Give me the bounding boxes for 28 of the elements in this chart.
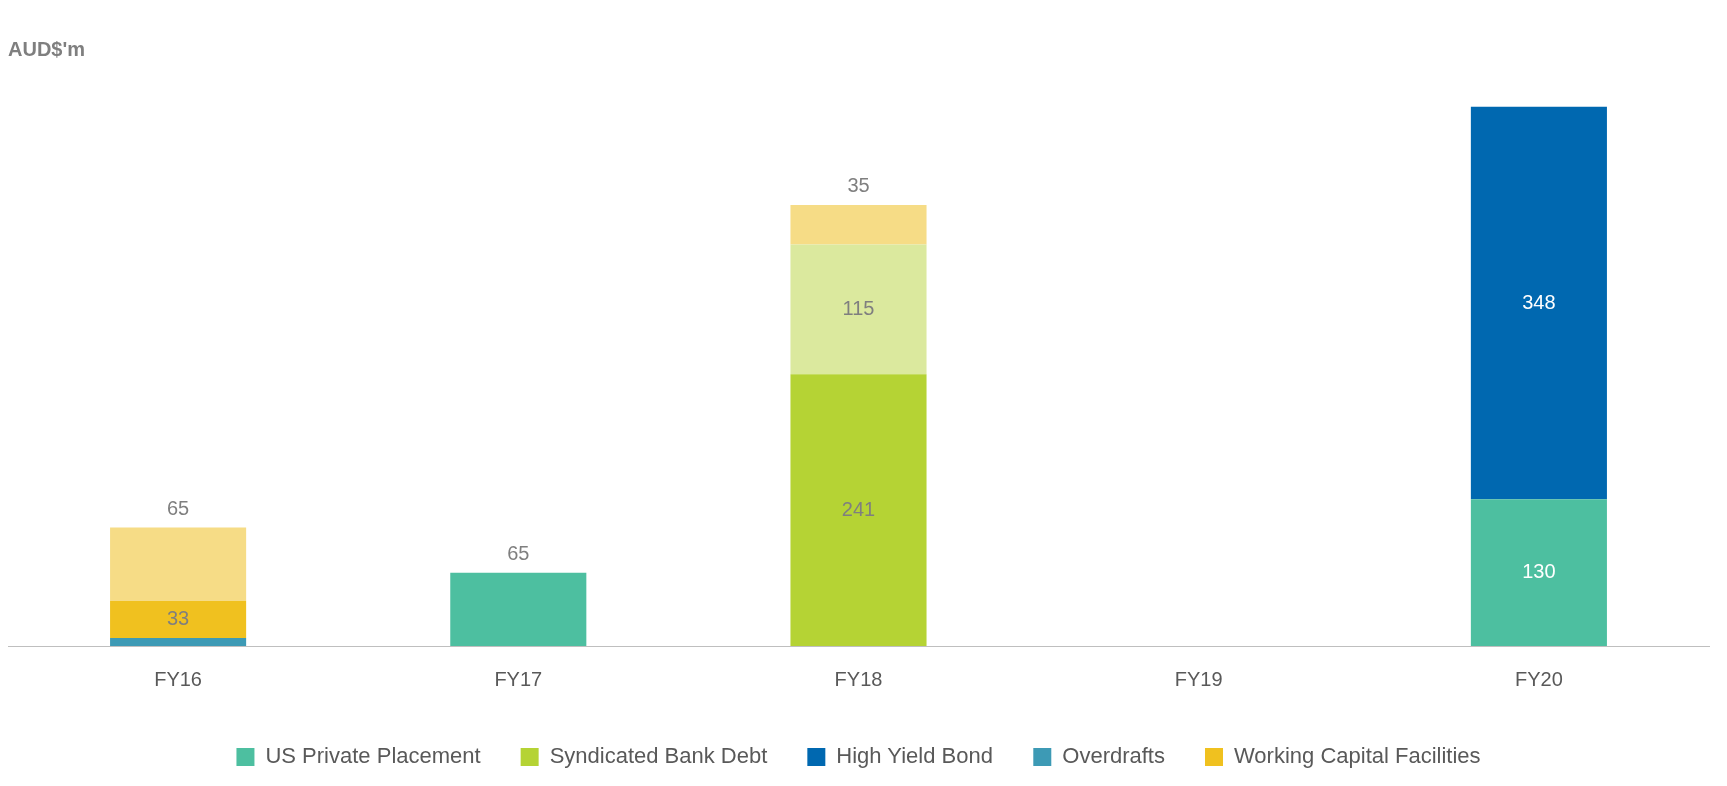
data-label: 130: [1522, 560, 1556, 583]
legend-label: US Private Placement: [265, 743, 481, 769]
data-label: 35: [847, 174, 870, 197]
data-label: 65: [166, 497, 190, 520]
x-tick-label: FY19: [1174, 667, 1223, 690]
x-tick-label: FY16: [154, 667, 203, 690]
legend-label: High Yield Bond: [836, 743, 993, 769]
x-tick-label: FY17: [494, 667, 543, 690]
legend-label: Overdrafts: [1062, 743, 1165, 769]
x-tick-label: FY20: [1514, 667, 1563, 690]
data-label: 241: [841, 497, 876, 520]
data-label: 65: [507, 542, 530, 565]
bar: [1470, 106, 1607, 500]
bar: [790, 374, 927, 646]
data-label: 33: [166, 607, 190, 630]
data-label: 115: [842, 296, 875, 319]
legend-label: Syndicated Bank Debt: [549, 743, 768, 769]
data-label: 348: [1522, 290, 1556, 313]
bar: [110, 527, 247, 601]
chart-title: AUD$'m: [8, 37, 85, 60]
bar: [790, 244, 927, 375]
bar: [110, 638, 247, 646]
bar: [110, 600, 247, 639]
x-tick-label: FY18: [834, 667, 883, 690]
legend-label: Working Capital Facilities: [1233, 743, 1481, 769]
bar: [1470, 499, 1607, 646]
bar: [790, 204, 927, 245]
bar: [450, 572, 587, 646]
